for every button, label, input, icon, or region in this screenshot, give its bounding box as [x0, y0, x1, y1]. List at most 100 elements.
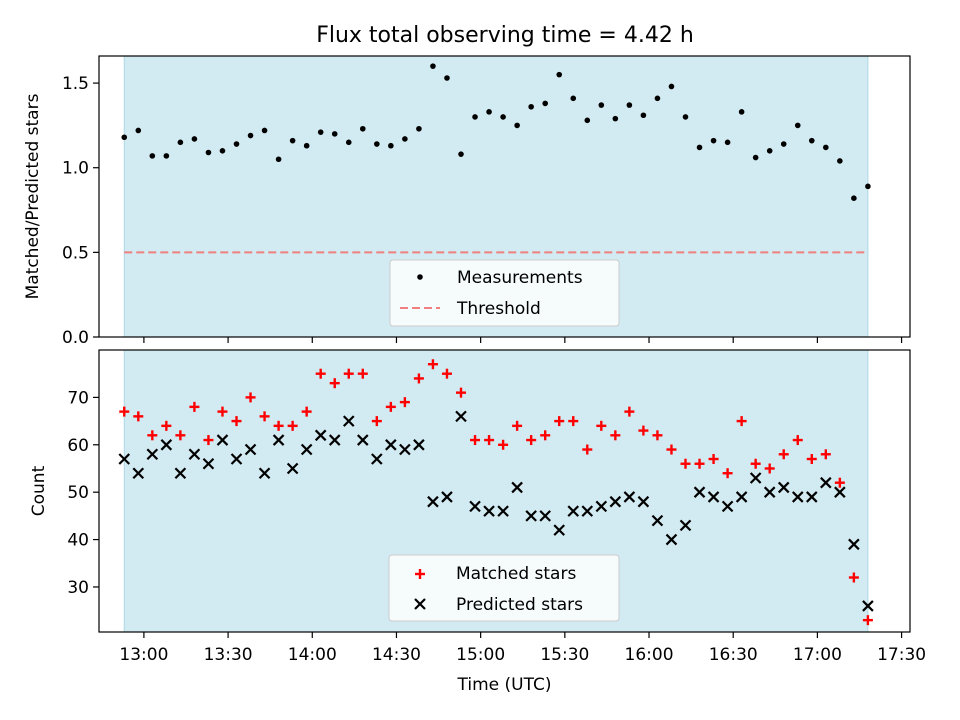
- matched-star-point: [582, 444, 593, 455]
- matched-star-point: [848, 572, 859, 583]
- predicted-star-point: [132, 467, 145, 480]
- measurement-point: [205, 149, 212, 156]
- measurement-point: [780, 141, 787, 147]
- measurement-point: [696, 144, 703, 151]
- predicted-star-point: [609, 495, 622, 508]
- measurement-point: [808, 137, 815, 144]
- predicted-stars-points: [118, 410, 874, 612]
- matched-star-point: [820, 449, 831, 460]
- y-tick-label: 1.0: [62, 159, 89, 179]
- measurement-point: [584, 117, 591, 124]
- predicted-star-point: [791, 491, 804, 503]
- predicted-star-point: [665, 533, 678, 546]
- predicted-star-point: [427, 495, 439, 508]
- measurements-legend-marker: [417, 274, 423, 280]
- matched-star-point: [147, 430, 158, 441]
- predicted-star-point: [679, 519, 692, 532]
- legend-measurements-label: Measurements: [457, 268, 583, 288]
- measurement-point: [177, 139, 184, 146]
- matched-star-point: [596, 420, 607, 431]
- matched-stars-points: [119, 359, 873, 626]
- measurement-point: [724, 139, 731, 146]
- predicted-star-point: [441, 491, 453, 503]
- x-axis-label: Time (UTC): [457, 675, 552, 695]
- measurement-point: [444, 75, 450, 81]
- predicted-star-point: [328, 434, 341, 446]
- bottom-y-ticks: 30 40 50 60 70: [67, 388, 99, 598]
- predicted-star-point: [623, 491, 636, 503]
- matched-star-point: [666, 444, 677, 455]
- measurement-point: [359, 125, 366, 132]
- predicted-star-point: [721, 500, 734, 513]
- predicted-star-point: [525, 510, 537, 522]
- measurement-point: [528, 103, 534, 110]
- matched-star-point: [624, 406, 635, 417]
- measurement-point: [556, 71, 563, 78]
- x-tick-label: 15:00: [456, 645, 505, 665]
- matched-star-point: [203, 435, 214, 446]
- measurement-point: [865, 183, 871, 190]
- predicted-star-point: [567, 505, 580, 517]
- matched-star-point: [540, 430, 551, 441]
- predicted-star-point: [188, 448, 201, 461]
- y-tick-label: 50: [67, 483, 89, 503]
- predicted-star-point: [539, 510, 551, 522]
- predicted-star-point: [244, 443, 257, 456]
- matched-star-point: [694, 458, 705, 469]
- measurement-point: [542, 100, 548, 107]
- matched-star-point: [736, 416, 747, 427]
- predicted-star-point: [216, 434, 229, 446]
- predicted-star-point: [511, 481, 523, 494]
- predicted-star-point: [553, 524, 565, 536]
- measurement-point: [837, 158, 843, 164]
- predicted-star-point: [118, 453, 131, 465]
- matched-star-point: [119, 406, 130, 417]
- predicted-star-point: [174, 467, 187, 480]
- measurement-point: [374, 141, 380, 147]
- measurement-point: [640, 112, 647, 119]
- measurement-point: [752, 154, 759, 161]
- measurement-point: [766, 147, 773, 154]
- ratio-panel: 0.0 0.5 1.0 1.5 Matched/Predicted stars Mea…: [23, 55, 911, 348]
- bottom-y-axis-label: Count: [29, 465, 49, 516]
- measurement-point: [486, 109, 492, 115]
- predicted-star-point: [651, 514, 664, 527]
- predicted-star-point: [581, 505, 594, 517]
- measurement-point: [261, 127, 268, 134]
- matched-star-point: [413, 373, 424, 384]
- matched-stars-legend-marker: [415, 569, 425, 579]
- x-tick-label: 17:00: [793, 645, 842, 665]
- matched-star-point: [470, 435, 481, 446]
- predicted-star-point: [862, 600, 874, 612]
- measurement-point: [303, 142, 310, 149]
- matched-star-point: [750, 458, 761, 469]
- predicted-star-point: [483, 505, 495, 517]
- matched-star-point: [764, 463, 775, 474]
- measurement-point: [149, 153, 156, 159]
- matched-star-point: [834, 477, 845, 488]
- legend-threshold-label: Threshold: [456, 299, 541, 319]
- matched-star-point: [231, 416, 242, 427]
- measurement-point: [233, 141, 240, 147]
- predicted-star-point: [314, 429, 327, 442]
- measurement-points: [121, 63, 871, 201]
- predicted-star-point: [707, 491, 720, 503]
- measurement-point: [612, 115, 619, 122]
- predicted-star-point: [399, 443, 411, 456]
- predicted-star-point: [820, 476, 832, 489]
- measurement-point: [402, 136, 408, 142]
- matched-star-point: [175, 430, 186, 441]
- matched-star-point: [441, 368, 452, 379]
- top-x-ticks: [143, 337, 903, 343]
- matched-star-point: [427, 359, 438, 370]
- measurement-point: [416, 125, 422, 132]
- measurement-point: [430, 63, 436, 69]
- bottom-legend: Matched stars Predicted stars: [388, 554, 620, 622]
- legend-predicted-label: Predicted stars: [456, 595, 583, 615]
- matched-star-point: [217, 406, 228, 417]
- predicted-star-point: [160, 439, 173, 451]
- bottom-axes-frame: [98, 349, 911, 633]
- predicted-star-point: [595, 500, 608, 513]
- predicted-star-point: [146, 448, 159, 461]
- predicted-star-point: [300, 443, 313, 456]
